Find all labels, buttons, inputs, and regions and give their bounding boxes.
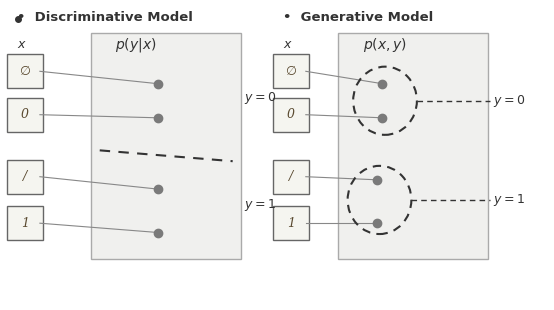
Text: $x$: $x$	[17, 38, 27, 51]
Text: 0: 0	[287, 108, 295, 121]
Text: 1: 1	[287, 217, 295, 230]
FancyBboxPatch shape	[273, 54, 309, 88]
Text: $y = 1$: $y = 1$	[244, 197, 275, 213]
FancyBboxPatch shape	[273, 206, 309, 240]
FancyBboxPatch shape	[273, 160, 309, 194]
Text: /: /	[289, 170, 293, 183]
Text: $p(y|x)$: $p(y|x)$	[115, 36, 157, 54]
FancyBboxPatch shape	[7, 206, 43, 240]
Text: $y = 1$: $y = 1$	[493, 192, 525, 208]
Text: $y = 0$: $y = 0$	[493, 93, 525, 109]
Text: $p(x, y)$: $p(x, y)$	[363, 36, 407, 54]
FancyBboxPatch shape	[91, 33, 241, 259]
Text: •  Generative Model: • Generative Model	[283, 11, 433, 24]
Text: /: /	[23, 170, 27, 183]
Text: $\emptyset$: $\emptyset$	[285, 64, 297, 78]
Text: 0: 0	[21, 108, 29, 121]
FancyBboxPatch shape	[273, 98, 309, 132]
Text: 1: 1	[21, 217, 29, 230]
FancyBboxPatch shape	[7, 54, 43, 88]
FancyBboxPatch shape	[7, 160, 43, 194]
Text: $x$: $x$	[283, 38, 293, 51]
Text: $y = 0$: $y = 0$	[244, 90, 276, 106]
FancyBboxPatch shape	[7, 98, 43, 132]
Text: $\emptyset$: $\emptyset$	[19, 64, 31, 78]
FancyBboxPatch shape	[338, 33, 488, 259]
Text: •  Discriminative Model: • Discriminative Model	[17, 11, 192, 24]
